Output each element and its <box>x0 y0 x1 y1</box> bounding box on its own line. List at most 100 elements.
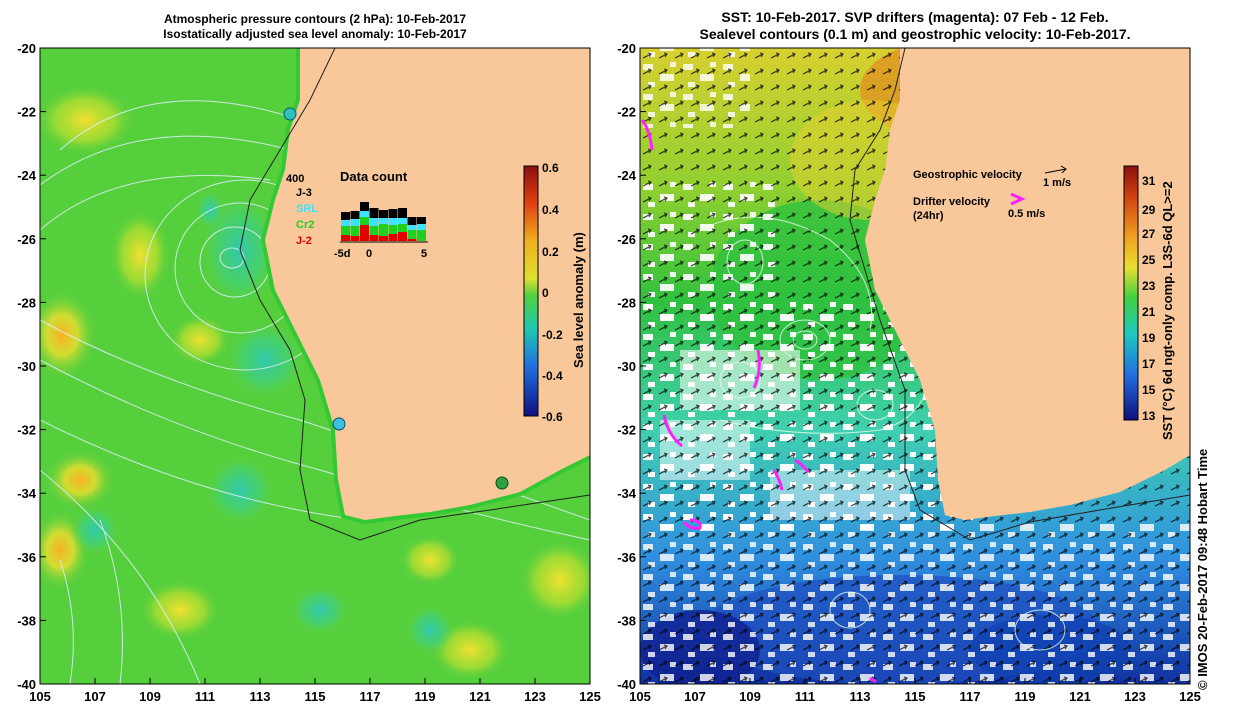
lon-tick-label: 115 <box>305 689 326 704</box>
sst-colorbar-ticks: 31 29 27 25 23 21 19 17 15 13 <box>1142 174 1156 423</box>
svg-text:0.2: 0.2 <box>542 245 559 259</box>
inset-bar-segment <box>369 235 379 241</box>
lon-tick-label: 119 <box>415 689 436 704</box>
arrow-icon <box>1060 165 1067 174</box>
svg-text:31: 31 <box>1142 174 1156 188</box>
tide-gauge-marker <box>332 417 346 431</box>
sla-colorbar <box>523 165 539 417</box>
inset-bar-segment <box>369 226 379 235</box>
lat-tick-label: -24 <box>617 168 637 183</box>
left-title-line1: Atmospheric pressure contours (2 hPa): 1… <box>163 12 467 26</box>
lat-tick-label: -40 <box>17 677 36 692</box>
svg-text:29: 29 <box>1142 203 1156 217</box>
svg-text:-0.4: -0.4 <box>542 369 563 383</box>
lat-tick-label: -32 <box>17 423 36 438</box>
tide-gauge-marker <box>495 476 509 490</box>
lat-tick-label: -28 <box>617 295 636 310</box>
lon-tick-label: 117 <box>360 689 381 704</box>
lon-tick-label: 109 <box>139 689 161 704</box>
inset-bar-segment <box>360 217 369 225</box>
inset-bar-segment <box>350 219 360 226</box>
lat-tick-label: -36 <box>17 550 36 565</box>
inset-bar-segment <box>407 239 417 241</box>
svg-text:0.6: 0.6 <box>542 161 559 175</box>
drifter-arrow-icon <box>1010 192 1026 206</box>
lat-tick-label: -20 <box>617 41 636 56</box>
inset-bar-segment <box>379 210 388 218</box>
lat-tick-label: -38 <box>617 613 636 628</box>
lat-tick-label: -40 <box>617 677 636 692</box>
svg-text:0.4: 0.4 <box>542 203 559 217</box>
lon-tick-label: 105 <box>29 689 51 704</box>
inset-bar-segment <box>417 217 426 224</box>
drifter-scale: 0.5 m/s <box>1008 208 1045 220</box>
lon-tick-label: 107 <box>684 689 706 704</box>
inset-bar-segment <box>398 232 407 241</box>
lat-tick-label: -34 <box>617 486 637 501</box>
svg-text:21: 21 <box>1142 305 1156 319</box>
inset-bar-segment <box>379 218 388 224</box>
lat-tick-label: -24 <box>17 168 37 183</box>
sla-colorbar-ticks: 0.6 0.4 0.2 0 -0.2 -0.4 -0.6 <box>542 161 563 424</box>
inset-bar-segment <box>407 225 417 230</box>
inset-bar-segment <box>350 226 360 236</box>
inset-bar-segment <box>360 225 369 241</box>
tide-gauge-marker <box>283 107 297 121</box>
sst-colorbar-label: SST (°C) 6d ngt-only comp. L3S-6d QL>=2 <box>1160 181 1175 440</box>
inset-bar-segment <box>388 225 398 234</box>
inset-bar-segment <box>350 236 360 241</box>
svg-text:25: 25 <box>1142 253 1156 267</box>
inset-bar-segment <box>417 230 426 241</box>
legend-srl: SRL <box>296 203 318 215</box>
inset-bar-segment <box>341 212 350 220</box>
inset-bar-segment <box>388 209 398 218</box>
svg-text:23: 23 <box>1142 279 1156 293</box>
left-land-fill <box>265 48 590 520</box>
lat-tick-label: -34 <box>17 486 37 501</box>
inset-xtick: -5d <box>334 248 351 260</box>
right-map <box>640 48 1190 684</box>
geo-velocity-scale: 1 m/s <box>1043 177 1071 189</box>
lon-tick-label: 121 <box>469 689 491 704</box>
lon-tick-label: 115 <box>905 689 926 704</box>
left-map <box>40 48 590 684</box>
inset-bars <box>341 202 426 241</box>
inset-bar-segment <box>398 224 407 232</box>
sla-colorbar-label: Sea level anomaly (m) <box>571 232 586 368</box>
data-count-inset: Data count 400 J-3 SRL Cr2 J-2 -5d 0 5 <box>286 169 428 260</box>
legend-j3: J-3 <box>296 187 312 199</box>
svg-text:17: 17 <box>1142 357 1156 371</box>
velocity-legend: Geostrophic velocity 1 m/s Drifter veloc… <box>913 165 1071 222</box>
geo-velocity-label: Geostrophic velocity <box>913 169 1023 181</box>
lat-tick-label: -20 <box>17 41 36 56</box>
lon-tick-label: 123 <box>524 689 546 704</box>
inset-bar-segment <box>369 208 379 218</box>
legend-j2: J-2 <box>296 235 312 247</box>
inset-bar-segment <box>417 224 426 230</box>
right-title-line2: Sealevel contours (0.1 m) and geostrophi… <box>699 26 1131 42</box>
inset-bar-segment <box>407 230 417 239</box>
drifter-label-sub: (24hr) <box>913 210 944 222</box>
lon-tick-label: 119 <box>1015 689 1036 704</box>
lat-tick-label: -30 <box>617 359 636 374</box>
inset-bar-segment <box>379 236 388 241</box>
lon-tick-label: 113 <box>850 689 871 704</box>
lon-tick-label: 111 <box>795 689 815 704</box>
svg-text:0: 0 <box>542 286 549 300</box>
svg-text:13: 13 <box>1142 409 1156 423</box>
inset-bar-segment <box>388 234 398 241</box>
drifter-label: Drifter velocity <box>913 196 991 208</box>
lon-tick-label: 125 <box>579 689 601 704</box>
right-isobath <box>849 48 1190 541</box>
lon-tick-label: 109 <box>739 689 761 704</box>
inset-bar-segment <box>407 217 417 225</box>
lat-tick-label: -26 <box>617 232 636 247</box>
lon-tick-label: 117 <box>960 689 981 704</box>
svg-text:15: 15 <box>1142 383 1156 397</box>
inset-bar-segment <box>398 218 407 224</box>
inset-bar-segment <box>388 218 398 225</box>
inset-bar-segment <box>341 220 350 226</box>
lon-tick-label: 111 <box>195 689 215 704</box>
inset-bar-segment <box>341 226 350 235</box>
